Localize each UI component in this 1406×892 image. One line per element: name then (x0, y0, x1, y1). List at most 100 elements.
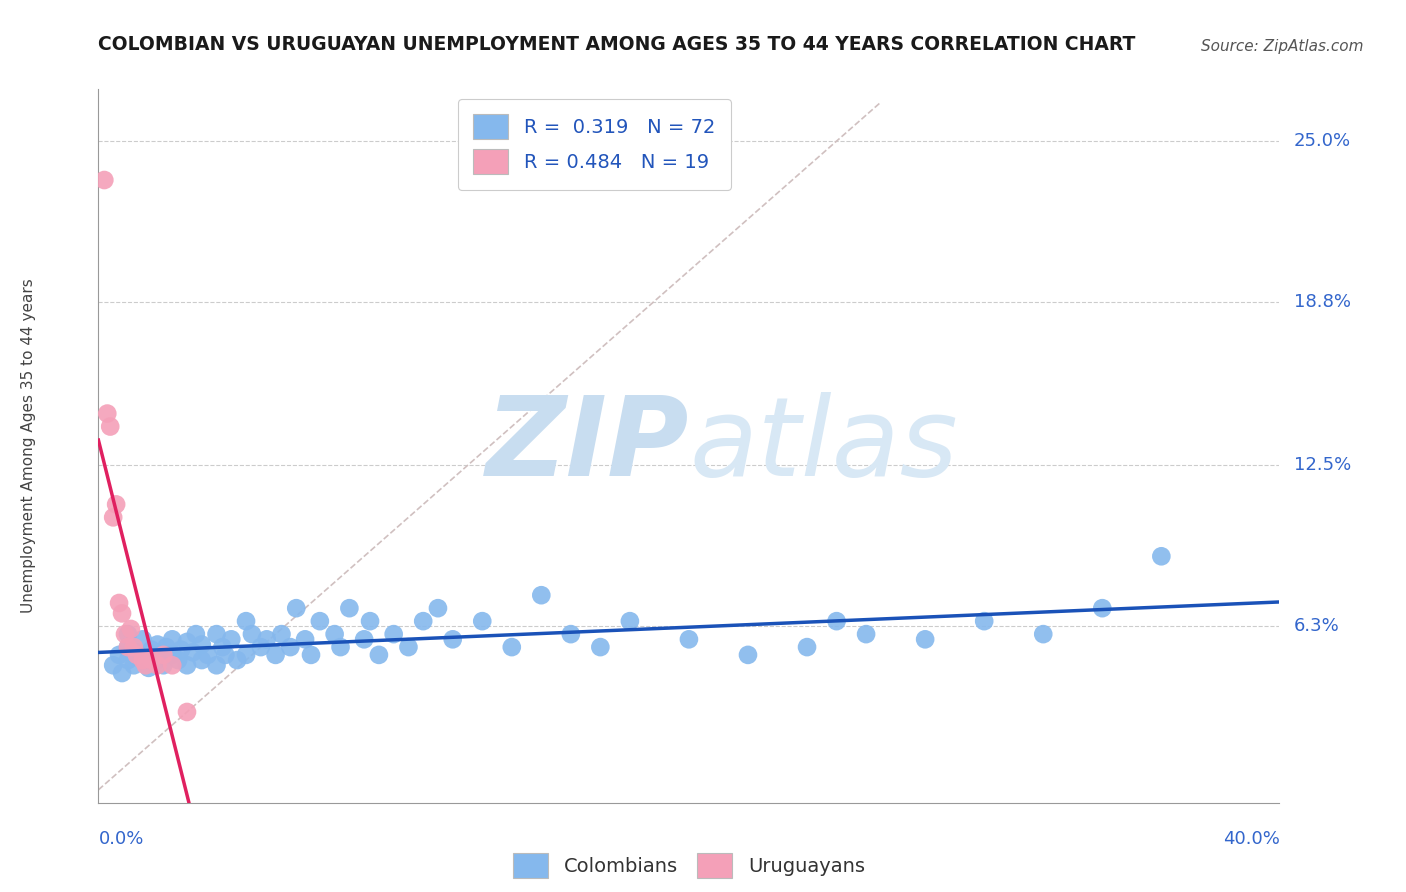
Point (256, 632, 278, 647)
Point (141, 642, 163, 657)
Point (329, 640, 352, 654)
Point (138, 661, 160, 675)
Point (152, 658, 174, 673)
Point (111, 666, 134, 681)
Point (132, 653, 155, 667)
Point (167, 653, 190, 667)
Point (285, 601, 308, 615)
Point (162, 632, 183, 647)
Text: 40.0%: 40.0% (1223, 830, 1279, 847)
Point (103, 658, 125, 673)
Text: 12.5%: 12.5% (1294, 457, 1351, 475)
Point (146, 658, 169, 673)
Point (152, 648, 174, 662)
Point (412, 614, 434, 628)
Point (117, 627, 139, 641)
Text: 0.0%: 0.0% (98, 830, 143, 847)
Point (441, 632, 464, 647)
Point (93, 173, 115, 187)
Text: 18.8%: 18.8% (1294, 293, 1351, 311)
Point (146, 653, 169, 667)
Point (278, 640, 302, 654)
Point (914, 632, 936, 647)
Point (122, 658, 145, 673)
Point (973, 614, 995, 628)
Point (170, 642, 193, 657)
Legend: Colombians, Uruguayans: Colombians, Uruguayans (505, 846, 873, 886)
Point (120, 622, 142, 636)
Point (176, 658, 198, 673)
Point (323, 627, 346, 641)
Text: 25.0%: 25.0% (1294, 132, 1351, 150)
Point (337, 601, 360, 615)
Point (264, 648, 287, 662)
Point (368, 648, 391, 662)
Point (1150, 549, 1173, 564)
Point (205, 658, 228, 673)
Point (235, 614, 257, 628)
Point (796, 640, 818, 654)
Point (155, 640, 177, 654)
Point (396, 640, 419, 654)
Point (825, 614, 848, 628)
Text: 6.3%: 6.3% (1294, 617, 1340, 635)
Point (108, 596, 131, 610)
Point (122, 640, 145, 654)
Point (619, 614, 641, 628)
Point (117, 640, 139, 654)
Point (184, 627, 207, 641)
Point (737, 648, 759, 662)
Point (96, 407, 118, 421)
Point (117, 640, 139, 654)
Point (176, 635, 198, 649)
Point (141, 653, 163, 667)
Point (240, 627, 263, 641)
Point (132, 653, 155, 667)
Point (589, 640, 612, 654)
Point (181, 645, 204, 659)
Point (353, 632, 375, 647)
Point (530, 588, 553, 602)
Point (855, 627, 877, 641)
Point (125, 645, 148, 659)
Point (219, 632, 242, 647)
Point (299, 648, 322, 662)
Text: Unemployment Among Ages 35 to 44 years: Unemployment Among Ages 35 to 44 years (21, 278, 35, 614)
Point (162, 648, 183, 662)
Point (226, 653, 249, 667)
Point (214, 648, 236, 662)
Point (132, 632, 155, 647)
Point (114, 627, 136, 641)
Text: ZIP: ZIP (485, 392, 689, 500)
Point (211, 640, 233, 654)
Point (1091, 601, 1114, 615)
Point (359, 614, 381, 628)
Point (309, 614, 332, 628)
Point (501, 640, 523, 654)
Point (560, 627, 582, 641)
Point (162, 658, 183, 673)
Text: atlas: atlas (689, 392, 957, 500)
Point (135, 658, 157, 673)
Point (146, 638, 169, 652)
Point (471, 614, 494, 628)
Point (103, 510, 125, 524)
Point (125, 648, 148, 662)
Point (191, 638, 214, 652)
Point (1032, 627, 1054, 641)
Point (294, 632, 316, 647)
Point (270, 627, 292, 641)
Text: COLOMBIAN VS URUGUAYAN UNEMPLOYMENT AMONG AGES 35 TO 44 YEARS CORRELATION CHART: COLOMBIAN VS URUGUAYAN UNEMPLOYMENT AMON… (98, 35, 1136, 54)
Point (235, 648, 257, 662)
Point (108, 648, 131, 662)
Point (678, 632, 700, 647)
Point (111, 607, 134, 621)
Point (250, 640, 273, 654)
Point (176, 705, 198, 719)
Point (197, 648, 219, 662)
Point (98, 419, 121, 434)
Point (117, 653, 139, 667)
Text: Source: ZipAtlas.com: Source: ZipAtlas.com (1201, 38, 1364, 54)
Point (105, 497, 128, 511)
Point (427, 601, 450, 615)
